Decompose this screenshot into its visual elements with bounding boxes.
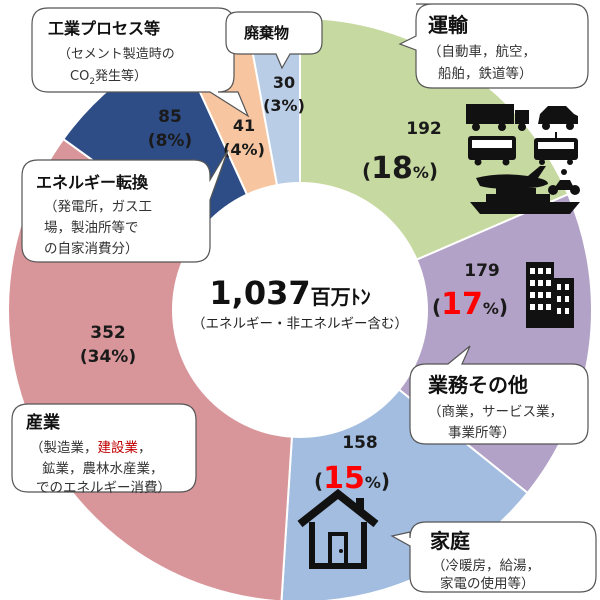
- callout-waste: 廃棄物: [225, 11, 323, 70]
- value-label-business: 179 (17%): [432, 261, 508, 322]
- callout-industry: 産業 （製造業，建設業， 鉱業，農林水産業， でのエネルギー消費）: [11, 403, 197, 496]
- svg-text:(34%): (34%): [80, 347, 136, 367]
- svg-text:家電の使用等）: 家電の使用等）: [440, 575, 535, 592]
- svg-text:エネルギー転換: エネルギー転換: [36, 173, 149, 192]
- center-total-value: 1,037百万ﾄﾝ: [209, 274, 370, 312]
- svg-text:事業所等）: 事業所等）: [448, 424, 516, 441]
- svg-text:（製造業，建設業，: （製造業，建設業，: [30, 440, 152, 456]
- svg-text:業務その他: 業務その他: [428, 373, 528, 397]
- svg-text:（商業，サービス業，: （商業，サービス業，: [428, 404, 563, 420]
- svg-text:41: 41: [233, 116, 255, 135]
- svg-text:（発電所，ガス工: （発電所，ガス工: [44, 199, 152, 215]
- value-label-industry: 352 (34%): [80, 323, 136, 367]
- svg-text:運輸: 運輸: [428, 13, 469, 37]
- svg-text:(8%): (8%): [148, 131, 192, 151]
- value-label-energy: 85 (8%): [148, 107, 192, 151]
- svg-text:産業: 産業: [26, 412, 60, 433]
- svg-text:（冷暖房，給湯，: （冷暖房，給湯，: [432, 557, 540, 574]
- callout-energy: エネルギー転換 （発電所，ガス工 場，製油所等で の自家消費分）: [21, 149, 229, 263]
- svg-text:（自動車，航空，: （自動車，航空，: [428, 44, 536, 60]
- train-icon: [534, 132, 578, 165]
- truck-icon: [466, 104, 529, 131]
- svg-text:家庭: 家庭: [430, 529, 470, 553]
- bus-icon: [468, 136, 516, 166]
- svg-text:廃棄物: 廃棄物: [244, 24, 289, 42]
- ship-icon: [470, 188, 580, 214]
- callout-transport: 運輸 （自動車，航空， 船舶，鉄道等）: [398, 3, 589, 89]
- callout-household: 家庭 （冷暖房，給湯， 家電の使用等）: [390, 521, 597, 593]
- svg-text:85: 85: [158, 107, 182, 127]
- office-building-icon: [526, 262, 574, 328]
- motorcycle-icon: [548, 169, 580, 195]
- svg-text:192: 192: [406, 119, 442, 139]
- svg-text:場，製油所等で: 場，製油所等で: [44, 219, 139, 236]
- svg-text:352: 352: [90, 323, 126, 343]
- svg-text:船舶，鉄道等）: 船舶，鉄道等）: [438, 65, 533, 82]
- center-total-note: （エネルギー・非エネルギー含む）: [192, 316, 408, 332]
- svg-text:30: 30: [273, 73, 295, 92]
- house-icon: [297, 488, 379, 569]
- svg-text:(4%): (4%): [223, 140, 265, 159]
- svg-text:の自家消費分）: の自家消費分）: [44, 240, 139, 257]
- svg-text:（セメント製造時の: （セメント製造時の: [58, 47, 175, 62]
- svg-text:でのエネルギー消費）: でのエネルギー消費）: [36, 480, 171, 496]
- svg-text:(3%): (3%): [263, 96, 305, 115]
- car-icon: [538, 106, 578, 130]
- callout-process: 工業プロセス等 （セメント製造時の CO2発生等）: [31, 7, 250, 118]
- value-label-process: 41 (4%): [223, 116, 265, 159]
- donut-hole: [172, 182, 428, 438]
- svg-text:(17%): (17%): [432, 287, 508, 322]
- svg-text:179: 179: [464, 261, 500, 281]
- svg-text:鉱業，農林水産業，: 鉱業，農林水産業，: [42, 461, 164, 477]
- value-label-waste: 30 (3%): [263, 73, 305, 115]
- svg-text:工業プロセス等: 工業プロセス等: [48, 19, 160, 38]
- svg-text:CO2発生等）: CO2発生等）: [70, 68, 147, 87]
- airplane-icon: [476, 166, 548, 196]
- callout-business: 業務その他 （商業，サービス業， 事業所等）: [409, 345, 589, 445]
- svg-text:158: 158: [342, 433, 378, 453]
